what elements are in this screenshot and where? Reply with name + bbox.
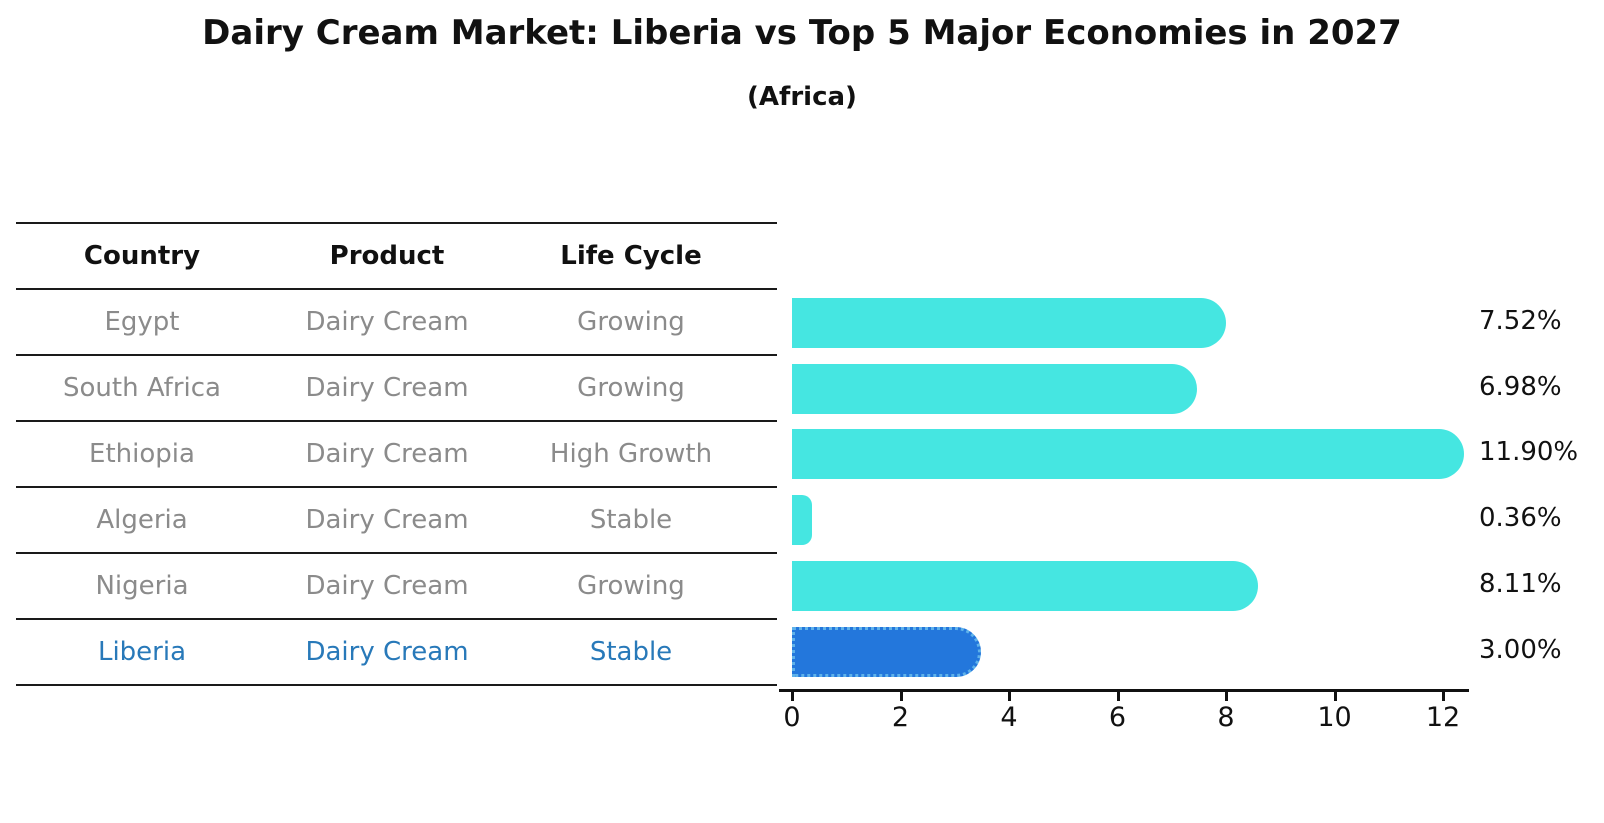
life-cycle-cell: Growing: [577, 373, 685, 403]
x-tick-label-4: 4: [1000, 702, 1018, 733]
life-cycle-cell: Growing: [577, 307, 685, 337]
table-row-ethiopia: Ethiopia Dairy Cream High Growth: [16, 420, 777, 486]
x-tick-label-10: 10: [1317, 702, 1352, 733]
x-axis-line: [779, 689, 1469, 692]
value-label-south-africa: 6.98%: [1479, 372, 1562, 402]
table-body: Egypt Dairy Cream Growing South Africa Dairy…: [16, 288, 777, 684]
bar-south-africa: [792, 364, 1197, 414]
x-tick-12: [1442, 691, 1445, 701]
chart-subtitle: (Africa): [747, 82, 857, 112]
column-header-product: Product: [329, 241, 445, 271]
chart-title: Dairy Cream Market: Liberia vs Top 5 Maj…: [202, 13, 1402, 53]
country-cell: Algeria: [96, 505, 188, 535]
bar-liberia: [792, 627, 981, 677]
bar-ethiopia: [792, 429, 1464, 479]
country-cell: Ethiopia: [89, 439, 195, 469]
value-label-ethiopia: 11.90%: [1479, 437, 1579, 467]
table-row-liberia: Liberia Dairy Cream Stable: [16, 618, 777, 684]
value-label-algeria: 0.36%: [1479, 503, 1562, 533]
x-tick-2: [899, 691, 903, 701]
table-row-south-africa: South Africa Dairy Cream Growing: [16, 354, 777, 420]
product-cell: Dairy Cream: [305, 373, 469, 403]
value-label-nigeria: 8.11%: [1479, 569, 1562, 599]
table-row-nigeria: Nigeria Dairy Cream Growing: [16, 552, 777, 618]
country-table: Country Product Life Cycle Egypt Dairy Cr…: [16, 222, 777, 686]
life-cycle-cell: High Growth: [549, 439, 713, 469]
table-row-algeria: Algeria Dairy Cream Stable: [16, 486, 777, 552]
x-tick-label-2: 2: [891, 702, 910, 733]
country-cell: Nigeria: [95, 571, 189, 601]
column-header-country: Country: [83, 241, 201, 271]
x-tick-label-8: 8: [1217, 702, 1235, 733]
table-row-egypt: Egypt Dairy Cream Growing: [16, 288, 777, 354]
country-cell: Liberia: [97, 637, 187, 667]
country-cell: Egypt: [104, 307, 180, 337]
bar-egypt: [792, 298, 1226, 348]
x-tick-8: [1225, 691, 1228, 701]
life-cycle-cell: Stable: [589, 637, 673, 667]
value-label-liberia: 3.00%: [1479, 635, 1562, 665]
life-cycle-cell: Growing: [577, 571, 685, 601]
value-label-egypt: 7.52%: [1479, 306, 1562, 336]
bar-nigeria: [792, 561, 1258, 611]
x-tick-label-0: 0: [783, 702, 801, 733]
product-cell: Dairy Cream: [305, 307, 469, 337]
x-tick-label-12: 12: [1425, 702, 1461, 733]
product-cell: Dairy Cream: [305, 439, 469, 469]
x-tick-6: [1116, 691, 1120, 701]
product-cell: Dairy Cream: [305, 637, 469, 667]
table-header-row: Country Product Life Cycle: [16, 222, 777, 288]
product-cell: Dairy Cream: [305, 505, 469, 535]
product-cell: Dairy Cream: [305, 571, 469, 601]
country-cell: South Africa: [63, 373, 221, 403]
bar-algeria: [792, 495, 812, 545]
x-tick-4: [1008, 691, 1011, 701]
x-tick-10: [1333, 691, 1337, 701]
life-cycle-cell: Stable: [589, 505, 673, 535]
x-tick-label-6: 6: [1108, 702, 1127, 733]
x-tick-0: [791, 691, 794, 701]
column-header-life-cycle: Life Cycle: [560, 241, 702, 271]
